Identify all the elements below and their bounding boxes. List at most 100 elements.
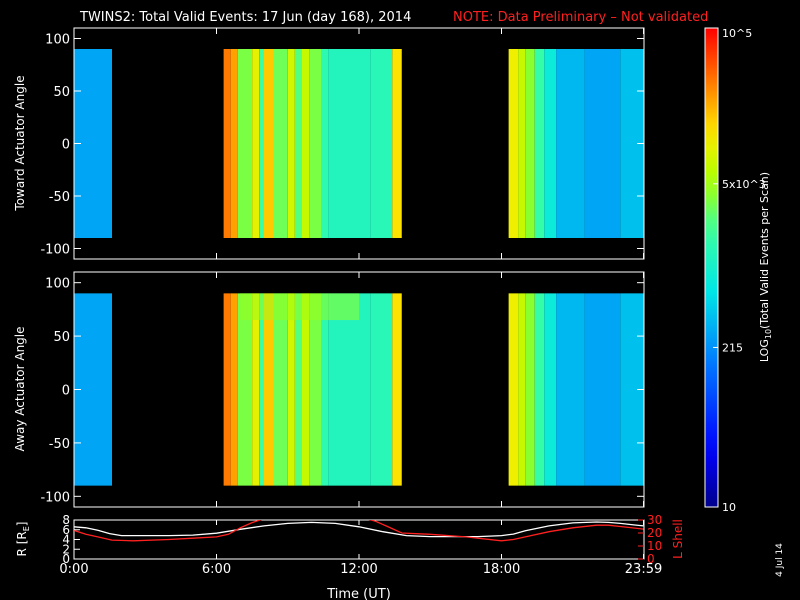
y-tick-label: -100 [40,490,70,505]
heatmap-cell [230,49,238,238]
heatmap-cell [508,293,519,486]
heatmap-cell [620,49,644,238]
y-tick-label: 100 [45,33,70,48]
x-tick-label: 23:59 [625,562,662,577]
panel-away: 100 50 0 -50 -100 Away Actuator Angle [13,271,645,508]
heatmap-cell [273,49,288,238]
orbit-ylabel-left: R [RE] [15,522,31,557]
colorbar-tick-label: 10^5 [722,27,752,40]
heatmap-cell [370,49,393,238]
heatmap-cell [264,293,274,486]
heatmap-cell [259,293,264,486]
y-tick-label: 6 [62,523,70,537]
x-tick-label: 18:00 [483,562,520,577]
y-tick-label: 50 [53,330,70,345]
y-tick-label: -100 [40,243,70,258]
x-tick-label: 12:00 [340,562,377,577]
heatmap-cell [223,293,231,486]
y-tick-label: 2 [62,542,70,556]
heatmap-cell [252,293,260,486]
y-tick-label: 100 [45,277,70,292]
heatmap-cell [237,293,253,486]
heatmap-cell [392,293,402,486]
heatmap-cell [223,49,231,238]
preliminary-note: NOTE: Data Preliminary – Not validated [453,10,708,25]
heatmap-cell [370,293,393,486]
colorbar-tick-label: 215 [722,341,743,354]
colorbar-frame [704,27,719,508]
colorbar-fill [705,28,718,507]
heatmap-cell [518,49,526,238]
heatmap-cell [534,49,545,238]
heatmap-cell [302,293,310,486]
y-tick-label: 4 [62,533,70,547]
y-tick-label: 0 [62,384,70,399]
heatmap-cell [294,293,302,486]
chart-title: TWINS2: Total Valid Events: 17 Jun (day … [79,10,411,25]
y-tick-label: 0 [62,138,70,153]
series-line-r [74,521,644,538]
panel-toward-y-ticks: 100 50 0 -50 -100 [40,33,644,258]
heatmap-cell [556,293,585,486]
heatmap-cell [584,49,621,238]
heatmap-cell [392,49,402,238]
heatmap-cell [309,293,321,486]
orbit-lines [74,520,644,542]
heatmap-cell [252,49,260,238]
y-tick-label: 8 [62,513,70,527]
heatmap-cell [309,49,321,238]
y-tick-label-right: 10 [647,539,662,553]
colorbar-tick-label: 10 [722,501,736,514]
y-tick-label: -50 [49,190,70,205]
heatmap-away [74,293,644,486]
heatmap-toward [74,49,644,238]
colorbar-label: LOG10(Total Valid Events per Scan) [758,172,773,362]
heatmap-cell [525,293,535,486]
colorbar: 10 215 5x10^3 10^5 LOG10(Total Valid Events… [704,27,773,514]
heatmap-cell [294,49,302,238]
panel-away-y-ticks: 100 50 0 -50 -100 [40,277,644,505]
y-tick-label-right: 30 [647,513,662,527]
panel-toward-ylabel: Toward Actuator Angle [13,75,27,211]
heatmap-cell [534,293,545,486]
panel-away-x-ticks [73,272,645,507]
date-stamp: 4 Jul 14 [775,543,785,577]
heatmap-cell [544,293,557,486]
heatmap-cell [321,49,329,238]
y-tick-label: -50 [49,437,70,452]
orbit-xlabel: Time (UT) [326,587,391,600]
panel-orbit-x-ticks: 0:00 6:00 12:00 18:00 23:59 [59,520,662,577]
y-tick-label-right: 20 [647,526,662,540]
panel-toward-x-ticks [73,28,645,259]
colorbar-tick-label: 5x10^3 [722,178,766,191]
heatmap-cell [302,49,310,238]
heatmap-cell [259,49,264,238]
heatmap-cell [328,293,371,486]
heatmap-cell [544,49,557,238]
y-tick-label: 50 [53,85,70,100]
heatmap-cell [264,49,274,238]
x-tick-label: 0:00 [59,562,88,577]
y-tick-label: 0 [62,552,70,566]
heatmap-cell [287,293,295,486]
heatmap-cell [620,293,644,486]
heatmap-cell [508,49,519,238]
heatmap-cell [584,293,621,486]
heatmap-cell [556,49,585,238]
panel-toward: 100 50 0 -50 -100 Toward Actuator Angle [13,27,645,260]
panel-away-ylabel: Away Actuator Angle [13,326,27,451]
x-tick-label: 6:00 [202,562,231,577]
heatmap-cell [237,49,253,238]
heatmap-cell [287,49,295,238]
y-tick-label-right: 0 [647,552,655,566]
orbit-ylabel-right: L Shell [671,519,685,559]
heatmap-cell [525,49,535,238]
heatmap-cell [328,49,371,238]
series-line-lshell [74,520,644,542]
heatmap-enhanced-band [240,293,359,321]
heatmap-cell [230,293,238,486]
